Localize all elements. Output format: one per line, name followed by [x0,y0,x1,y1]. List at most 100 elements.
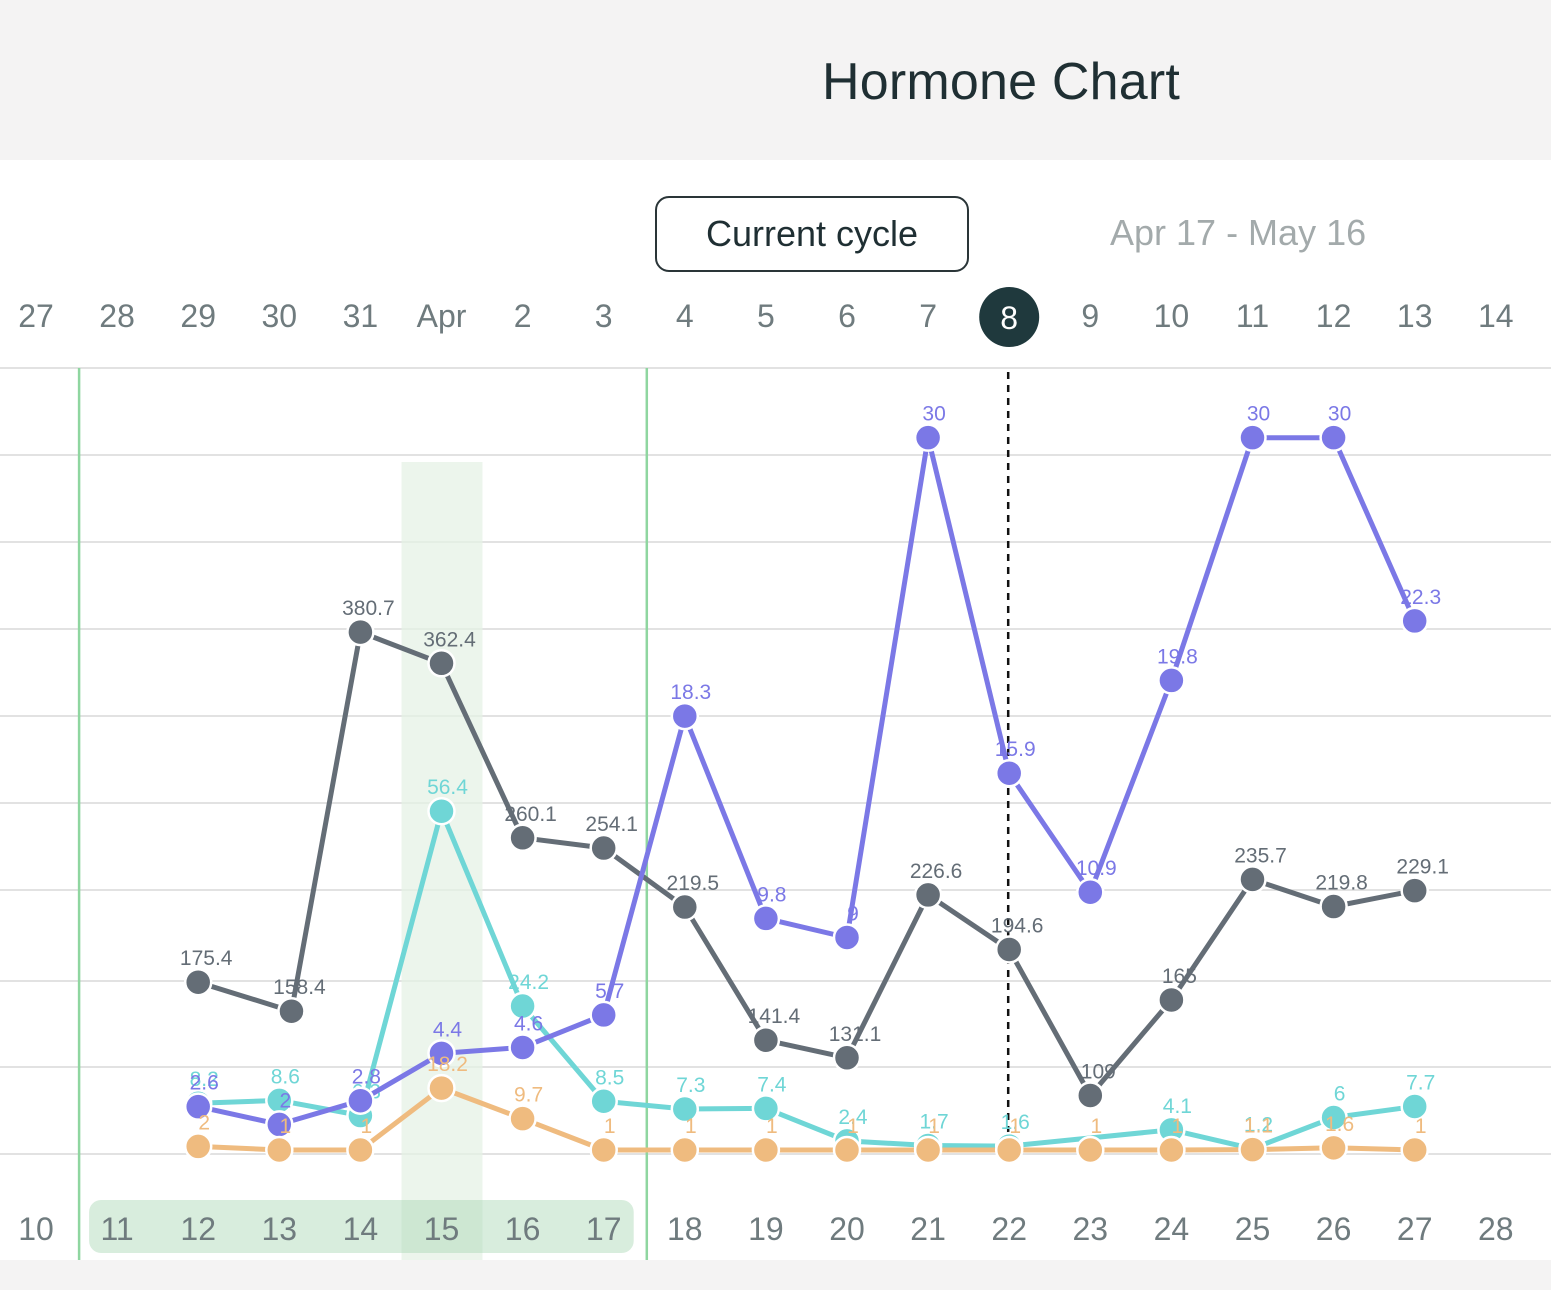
top-date-label: 30 [262,298,298,334]
e3g-point [751,1094,781,1123]
fsh-point [994,935,1024,964]
e3g-data-label: 24.2 [508,971,549,994]
ovulation-highlight [401,462,483,1260]
fsh-data-label: 380.7 [342,597,395,620]
top-date-label: 12 [1316,298,1352,334]
bottom-day-label: 24 [1154,1211,1190,1247]
top-date-label: 13 [1397,298,1433,334]
lh-data-label: 2.8 [352,1066,381,1089]
fsh-data-label: 158.4 [273,976,326,999]
fsh-data-label: 219.8 [1315,872,1368,895]
pdg-data-label: 1 [685,1115,697,1138]
lh-point [1319,423,1348,452]
pdg-data-label: 1 [1415,1115,1427,1138]
bottom-day-label: 12 [180,1211,216,1247]
top-date-label: 11 [1236,298,1269,334]
top-date-label: 4 [676,298,694,334]
lh-point [832,923,862,952]
pdg-point [183,1132,213,1161]
lh-data-label: 10.9 [1076,857,1117,880]
e3g-point [508,991,537,1021]
e3g-data-label: 2.4 [838,1106,868,1129]
pdg-series: 2 1 118.29.71 1 1 1 1 1 1 1 1.1 1.6 1 [183,1053,1429,1165]
lh-point [670,701,700,731]
e3g-data-label: 1.6 [1001,1111,1030,1134]
top-date-label: 10 [1154,298,1190,334]
pdg-data-label: 1 [279,1115,291,1138]
e3g-point [1400,1092,1429,1121]
top-date-label: Apr [417,298,467,334]
lh-data-label: 30 [922,403,945,426]
fsh-data-label: 229.1 [1396,856,1449,879]
fsh-point [508,823,537,853]
bottom-day-label: 25 [1235,1211,1271,1247]
pdg-point [751,1135,781,1165]
bottom-day-label: 22 [991,1211,1027,1247]
lh-data-label: 9.8 [757,883,786,906]
lh-data-label: 30 [1328,403,1351,426]
bottom-day-label: 18 [667,1211,703,1247]
fsh-point [589,833,618,863]
pdg-point [427,1073,456,1103]
pdg-data-label: 1.1 [1244,1115,1273,1138]
fsh-point [1319,892,1348,921]
lh-data-label: 9 [847,902,859,925]
lh-series: 2.6 2 2.8 4.4 4.6 5.7 18.3 9.8 9 30 15.9 10.9 19.8 30… [183,403,1441,1139]
lh-data-label: 2.6 [190,1072,219,1095]
pdg-data-label: 1 [1172,1115,1184,1138]
bottom-day-label: 20 [829,1211,865,1247]
top-date-label: 9 [1081,298,1099,334]
pdg-point [832,1135,862,1165]
fsh-data-label: 226.6 [910,860,963,883]
e3g-data-label: 7.3 [676,1074,705,1097]
bottom-day-label: 10 [18,1211,54,1247]
lh-point [751,904,781,933]
lh-point [1076,877,1105,907]
top-date-label: 31 [343,298,379,334]
fsh-point [1238,865,1267,894]
fsh-line [195,629,1418,1098]
fsh-data-label: 141.4 [748,1005,801,1028]
fsh-data-label: 219.5 [667,872,720,895]
bottom-day-label: 27 [1397,1211,1433,1247]
pdg-data-label: 1 [766,1115,778,1138]
e3g-data-label: 1.7 [919,1110,948,1133]
lh-point [346,1086,375,1115]
fsh-point [427,649,456,678]
fsh-point [832,1043,862,1073]
pdg-data-label: 1 [1009,1115,1021,1138]
e3g-data-label: 8.5 [595,1066,624,1089]
e3g-point [427,796,456,826]
current-cycle-button[interactable]: Current cycle [655,196,969,272]
fsh-point [277,996,306,1026]
e3g-data-label: 7.4 [757,1073,787,1096]
cycle-date-range: Apr 17 - May 16 [1110,212,1367,253]
e3g-data-label: 7.7 [1406,1071,1435,1094]
pdg-point [994,1135,1024,1165]
pdg-point [1157,1135,1186,1165]
lh-point [1157,666,1186,695]
lh-data-label: 4.4 [433,1018,463,1041]
pdg-point [1076,1135,1105,1165]
top-date-label: 28 [99,298,135,334]
bottom-strip [0,1260,1551,1290]
lh-line [195,435,1418,1127]
fsh-point [183,967,213,997]
fsh-point [346,617,375,647]
lh-data-label: 18.3 [670,681,711,704]
lh-point [427,1039,456,1068]
pdg-point [265,1135,294,1165]
fsh-data-label: 194.6 [991,914,1044,937]
e3g-data-label: 4.1 [1163,1095,1192,1118]
fsh-point [670,892,700,922]
fsh-point [751,1025,781,1055]
bottom-day-label: 23 [1073,1211,1109,1247]
bottom-day-label: 16 [505,1211,541,1247]
fsh-data-label: 254.1 [585,813,638,836]
bottom-day-label: 14 [343,1211,379,1247]
top-date-label: 2 [514,298,532,334]
pdg-point [346,1135,375,1165]
pdg-point [913,1135,943,1165]
lh-point [508,1033,537,1062]
pdg-data-label: 18.2 [427,1053,468,1076]
